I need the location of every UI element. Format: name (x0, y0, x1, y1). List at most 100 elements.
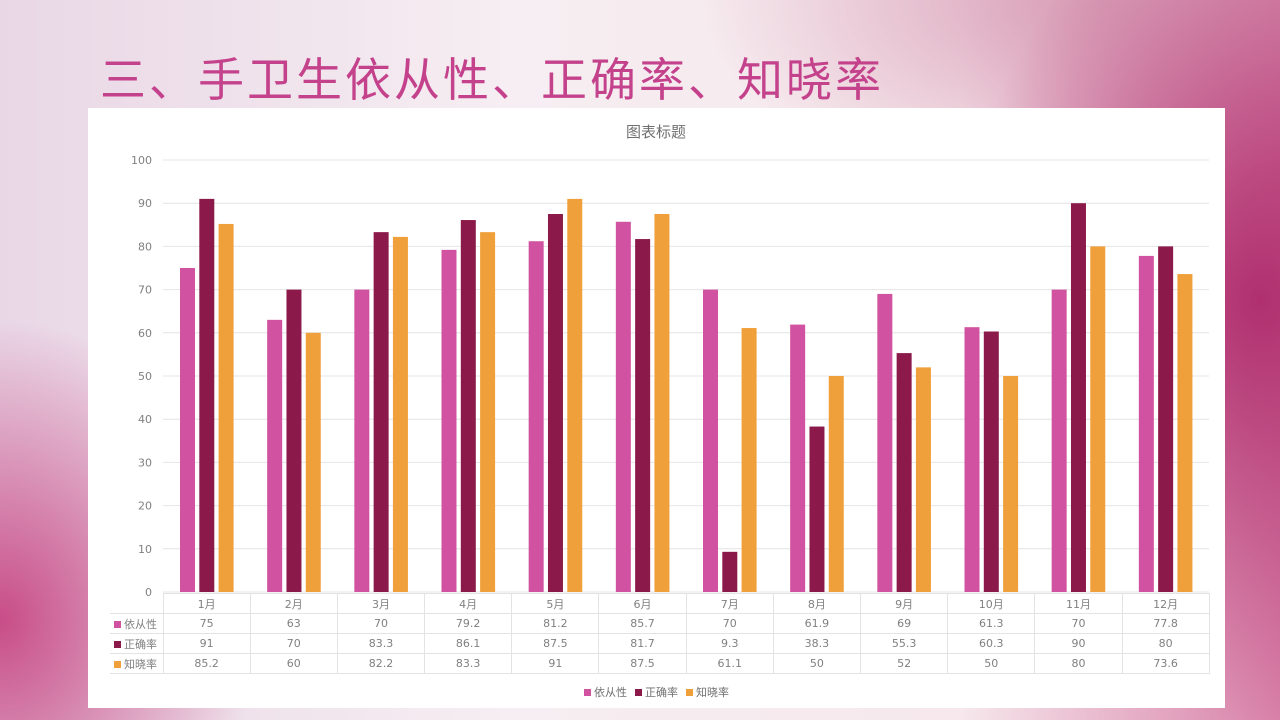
bar-0-11 (1138, 255, 1154, 593)
data-label: 63 (249, 613, 338, 634)
table-row: 正确率 91 70 83.3 86.1 87.5 81.7 9.3 38.3 55.3 60.3 90… (110, 633, 1210, 654)
bar-2-10 (1090, 246, 1106, 592)
data-label: 81.2 (511, 613, 600, 634)
data-label: 70 (1034, 613, 1123, 634)
y-tick-label: 60 (138, 327, 152, 340)
bar-1-1 (286, 289, 302, 592)
x-tick-label: 9月 (859, 593, 949, 614)
bar-1-6 (722, 551, 738, 592)
data-label: 82.2 (336, 653, 426, 674)
legend: 依从性 正确率 知晓率 (88, 684, 1225, 700)
data-label: 55.3 (859, 633, 949, 654)
bar-0-5 (615, 221, 631, 592)
bar-0-10 (1051, 289, 1067, 592)
bar-1-11 (1158, 246, 1174, 592)
data-label: 75 (162, 613, 251, 634)
data-label: 79.2 (424, 613, 513, 634)
table-row: 依从性 75 63 70 79.2 81.2 85.7 70 61.9 69 61.3 70 77.8 (110, 613, 1210, 634)
y-tick-label: 70 (138, 284, 152, 297)
data-label: 70 (336, 613, 426, 634)
bar-0-7 (790, 324, 806, 592)
y-tick-label: 10 (138, 543, 152, 556)
legend-label: 依从性 (594, 686, 627, 699)
x-tick-label: 2月 (249, 593, 338, 614)
data-label: 60 (249, 653, 338, 674)
y-tick-label: 0 (145, 586, 152, 599)
data-label: 87.5 (511, 633, 600, 654)
bar-1-10 (1070, 203, 1086, 592)
data-label: 70 (685, 613, 774, 634)
legend-label: 知晓率 (696, 686, 729, 699)
data-label: 61.1 (685, 653, 774, 674)
table-header-row: 1月 2月 3月 4月 5月 6月 7月 8月 9月 10月 11月 12月 (110, 593, 1210, 614)
data-label: 90 (1034, 633, 1123, 654)
x-tick-label: 5月 (511, 593, 600, 614)
bar-0-6 (703, 289, 718, 592)
bar-2-8 (915, 367, 931, 592)
bar-2-1 (305, 332, 321, 592)
bar-0-8 (877, 293, 893, 592)
bar-1-9 (983, 331, 999, 592)
series-swatch (114, 620, 121, 628)
bar-2-7 (828, 376, 844, 592)
bar-2-0 (218, 223, 234, 592)
y-tick-label: 20 (138, 500, 152, 513)
legend-swatch (686, 689, 693, 696)
x-tick-label: 7月 (685, 593, 774, 614)
data-label: 60.3 (947, 633, 1036, 654)
data-label: 38.3 (772, 633, 862, 654)
x-tick-label: 8月 (772, 593, 862, 614)
chart-container: 图表标题 0 10 20 30 40 50 60 70 80 90 100 1月 2月 3月 4月 5月 6月… (88, 108, 1225, 708)
data-label: 86.1 (424, 633, 513, 654)
bar-0-0 (180, 268, 195, 592)
legend-item: 依从性 (584, 686, 627, 699)
chart-svg: 图表标题 0 10 20 30 40 50 60 70 80 90 100 (131, 123, 1209, 599)
y-tick-label: 30 (138, 456, 152, 469)
data-label: 9.3 (685, 633, 774, 654)
bar-2-9 (1003, 376, 1019, 592)
bar-1-5 (635, 239, 651, 592)
series-swatch (114, 640, 121, 648)
x-tick-label: 1月 (162, 593, 251, 614)
legend-item: 正确率 (635, 686, 678, 699)
x-tick-label: 11月 (1034, 593, 1123, 614)
legend-label: 正确率 (645, 686, 678, 699)
series-name: 知晓率 (124, 657, 157, 671)
y-tick-label: 100 (131, 154, 152, 167)
data-label: 85.7 (598, 613, 687, 634)
x-tick-label: 4月 (424, 593, 513, 614)
bar-2-4 (567, 198, 583, 592)
data-label: 80 (1121, 633, 1210, 654)
x-tick-label: 6月 (598, 593, 687, 614)
bar-0-1 (267, 319, 283, 592)
series-name: 正确率 (124, 637, 157, 651)
data-label: 81.7 (598, 633, 687, 654)
y-tick-label: 80 (138, 240, 152, 253)
series-swatch (114, 660, 121, 668)
bar-1-2 (373, 232, 389, 593)
data-label: 52 (859, 653, 949, 674)
bar-2-11 (1177, 274, 1193, 592)
data-label: 83.3 (336, 633, 426, 654)
legend-item: 知晓率 (686, 686, 729, 699)
bar-0-4 (528, 241, 544, 592)
data-label: 87.5 (598, 653, 687, 674)
data-label: 80 (1034, 653, 1123, 674)
y-tick-label: 40 (138, 413, 152, 426)
x-tick-label: 3月 (336, 593, 426, 614)
bar-2-2 (392, 236, 408, 592)
data-table: 1月 2月 3月 4月 5月 6月 7月 8月 9月 10月 11月 12月 依从性 75 63 70 79.2… (110, 593, 1210, 674)
y-tick-label: 50 (138, 370, 152, 383)
bar-2-6 (741, 328, 757, 592)
bar-1-8 (896, 353, 912, 592)
data-label: 91 (162, 633, 251, 654)
chart-title: 图表标题 (626, 123, 686, 141)
bar-1-7 (809, 426, 825, 592)
series-name: 依从性 (124, 617, 157, 631)
x-tick-label: 10月 (947, 593, 1036, 614)
bar-1-0 (199, 198, 215, 592)
data-label: 83.3 (424, 653, 513, 674)
bar-0-2 (354, 289, 370, 592)
data-label: 85.2 (162, 653, 251, 674)
bar-1-3 (460, 220, 476, 592)
